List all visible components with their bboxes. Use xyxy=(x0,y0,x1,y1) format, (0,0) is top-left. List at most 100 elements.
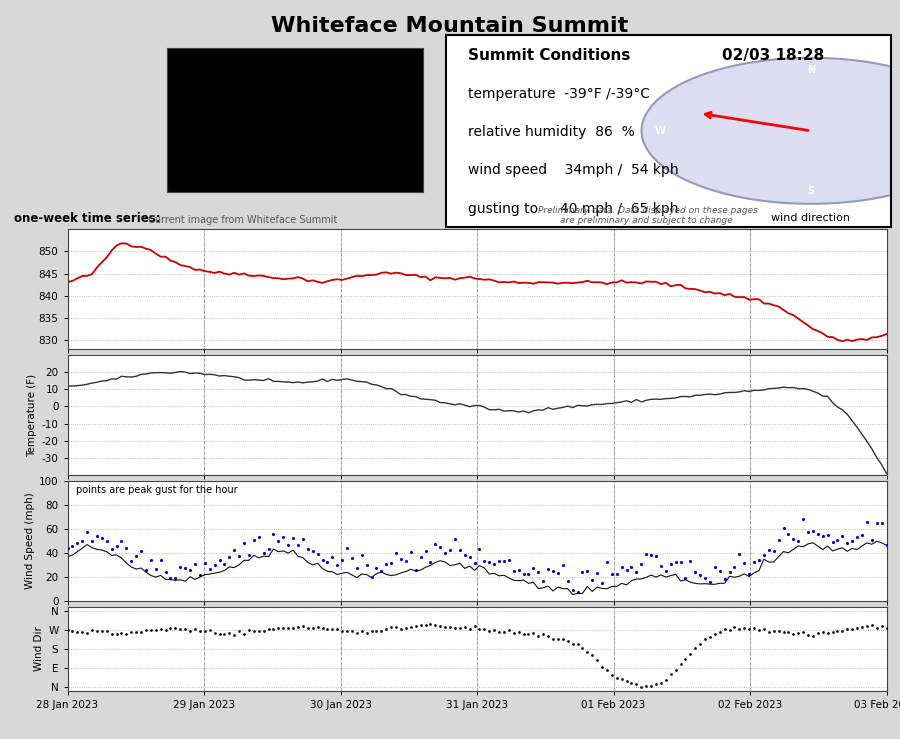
Point xyxy=(467,620,482,632)
Point xyxy=(109,627,123,639)
Point xyxy=(90,530,104,542)
Point xyxy=(639,548,653,560)
Point xyxy=(168,621,183,633)
Point xyxy=(717,624,732,636)
Point xyxy=(428,538,443,550)
Point xyxy=(733,623,747,635)
Point xyxy=(399,555,413,567)
Point xyxy=(555,559,570,571)
Point xyxy=(443,544,457,556)
Point xyxy=(679,653,693,665)
Point xyxy=(349,627,364,638)
Point xyxy=(315,554,329,565)
Point xyxy=(60,624,75,636)
Point xyxy=(75,536,89,548)
Point xyxy=(90,625,104,637)
Point xyxy=(100,625,114,637)
Point xyxy=(482,556,497,568)
Point xyxy=(737,622,751,634)
Point xyxy=(825,537,840,548)
Point xyxy=(463,551,477,563)
Point xyxy=(698,572,712,584)
Point xyxy=(242,549,256,561)
Point xyxy=(379,623,393,635)
Point xyxy=(659,674,673,686)
Point xyxy=(693,638,707,650)
Point xyxy=(492,555,507,567)
Point xyxy=(413,619,428,630)
Point xyxy=(252,531,266,543)
Point xyxy=(305,622,320,634)
Point xyxy=(644,681,658,692)
Point xyxy=(389,547,403,559)
Point xyxy=(467,557,482,569)
Point xyxy=(713,565,727,576)
Text: relative humidity  86  %: relative humidity 86 % xyxy=(468,125,634,139)
Point xyxy=(806,525,820,537)
Point xyxy=(247,534,261,546)
Point xyxy=(521,628,535,640)
Point xyxy=(831,625,845,637)
Point xyxy=(561,576,575,588)
Point xyxy=(409,620,423,632)
Point xyxy=(585,574,599,586)
Text: gusting to     40 mph /  65 kph: gusting to 40 mph / 65 kph xyxy=(468,202,679,216)
Point xyxy=(163,573,177,585)
Point xyxy=(335,554,349,565)
Point xyxy=(163,622,177,634)
Point xyxy=(840,624,854,636)
Point xyxy=(399,622,413,634)
Point xyxy=(659,565,673,577)
Point xyxy=(129,627,143,638)
Point xyxy=(433,620,447,632)
Point xyxy=(761,627,776,638)
Point xyxy=(679,572,693,584)
Point xyxy=(119,628,133,640)
Point xyxy=(276,622,291,634)
Point xyxy=(60,542,75,554)
Point xyxy=(590,568,605,579)
Point xyxy=(296,533,310,545)
Point xyxy=(669,556,683,568)
Point xyxy=(619,675,634,687)
Point xyxy=(625,562,639,573)
Point xyxy=(771,625,786,637)
Point xyxy=(286,531,301,543)
Text: wind speed    34mph /  54 kph: wind speed 34mph / 54 kph xyxy=(468,163,679,177)
Point xyxy=(786,533,800,545)
Point xyxy=(261,624,275,636)
Point xyxy=(786,628,800,640)
Point xyxy=(865,534,879,546)
Point xyxy=(100,535,114,547)
Point xyxy=(663,668,678,680)
Point xyxy=(545,633,560,644)
Point xyxy=(777,522,791,534)
Point xyxy=(301,622,315,634)
Point xyxy=(879,539,894,551)
Point xyxy=(139,624,153,636)
Point xyxy=(703,631,717,643)
Point xyxy=(335,624,349,636)
Point xyxy=(369,625,383,637)
Point xyxy=(487,624,501,636)
Point xyxy=(168,572,183,584)
Point xyxy=(541,563,555,575)
Point xyxy=(561,635,575,647)
Point xyxy=(374,624,389,636)
Point xyxy=(217,558,231,570)
Point xyxy=(173,562,187,573)
Point xyxy=(301,543,315,555)
Point xyxy=(198,625,212,637)
Point xyxy=(815,626,830,638)
Point xyxy=(222,627,237,638)
Point xyxy=(477,555,491,567)
Point xyxy=(183,564,197,576)
Point xyxy=(144,624,158,636)
Point xyxy=(183,624,197,636)
Point xyxy=(384,557,399,569)
Point xyxy=(531,566,545,578)
Point xyxy=(438,621,453,633)
Point xyxy=(320,556,335,568)
Point xyxy=(777,627,791,638)
Text: Preliminary data. Data displayed on these pages
are preliminary and subject to c: Preliminary data. Data displayed on thes… xyxy=(538,206,758,225)
